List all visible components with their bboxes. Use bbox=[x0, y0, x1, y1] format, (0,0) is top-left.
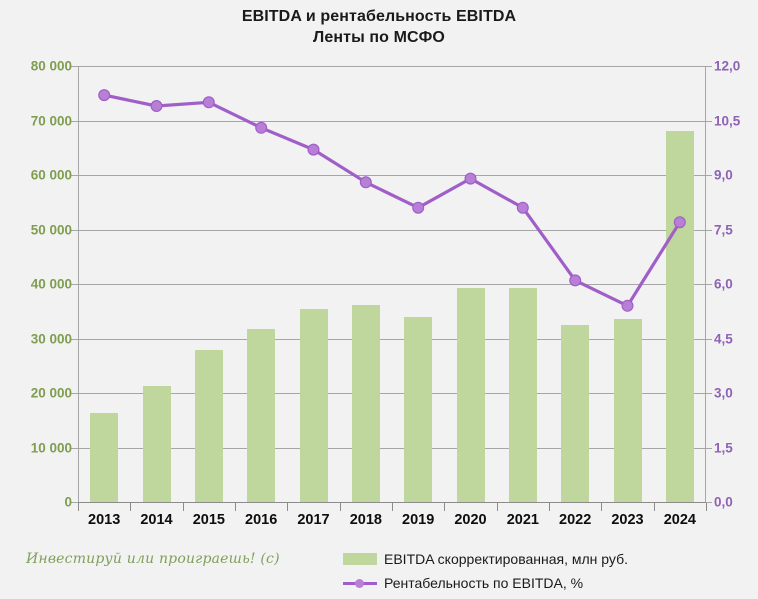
x-axis-line bbox=[78, 502, 706, 503]
bar-2015 bbox=[194, 349, 223, 502]
right-tick-mark bbox=[705, 120, 712, 122]
legend-item-margin[interactable]: Рентабельность по EBITDA, % bbox=[343, 571, 628, 595]
legend-item-label: Рентабельность по EBITDA, % bbox=[384, 575, 584, 591]
x-tick-mark bbox=[130, 503, 132, 511]
right-axis-tick-label: 1,5 bbox=[714, 440, 733, 455]
left-axis-tick-label: 70 000 bbox=[30, 113, 72, 128]
left-tick-mark bbox=[71, 66, 78, 67]
bar-2018 bbox=[351, 305, 380, 502]
right-tick-mark bbox=[705, 66, 712, 67]
x-tick-mark bbox=[339, 503, 341, 511]
left-axis-tick-label: 30 000 bbox=[30, 331, 72, 346]
gridline bbox=[78, 284, 706, 285]
x-tick-mark bbox=[601, 503, 603, 511]
right-axis-tick-label: 10,5 bbox=[714, 113, 741, 128]
left-axis-tick-label: 50 000 bbox=[30, 222, 72, 237]
gridline bbox=[78, 393, 706, 394]
right-axis-tick-label: 4,5 bbox=[714, 331, 733, 346]
left-tick-mark bbox=[71, 447, 78, 449]
right-tick-mark bbox=[705, 229, 712, 231]
bar-2020 bbox=[456, 288, 485, 502]
left-tick-mark bbox=[71, 175, 78, 176]
left-tick-mark bbox=[71, 502, 78, 503]
x-tick-mark bbox=[706, 503, 707, 511]
right-axis-tick-label: 3,0 bbox=[714, 385, 733, 401]
left-tick-mark bbox=[71, 284, 78, 285]
x-axis-tick-label: 2015 bbox=[192, 512, 225, 528]
x-axis-tick-label: 2021 bbox=[506, 512, 539, 528]
bar-2023 bbox=[613, 319, 642, 502]
gridline bbox=[78, 229, 706, 231]
x-axis-tick-label: 2024 bbox=[663, 512, 696, 528]
bar-2019 bbox=[404, 317, 433, 502]
chart-legend: EBITDA скорректированная, млн руб. Рента… bbox=[343, 547, 628, 595]
left-axis-tick-label: 60 000 bbox=[30, 167, 72, 183]
right-tick-mark bbox=[705, 338, 712, 340]
right-tick-mark bbox=[705, 393, 712, 394]
left-axis-tick-label: 0 bbox=[64, 494, 72, 510]
x-axis-tick-label: 2016 bbox=[245, 512, 278, 528]
x-axis-tick-label: 2018 bbox=[349, 512, 382, 528]
x-axis-tick-label: 2014 bbox=[140, 512, 173, 528]
x-tick-mark bbox=[182, 503, 184, 511]
x-tick-mark bbox=[392, 503, 393, 511]
right-axis-tick-label: 6,0 bbox=[714, 276, 733, 292]
right-axis-tick-label: 0,0 bbox=[714, 494, 733, 510]
left-axis-tick-label: 20 000 bbox=[30, 385, 72, 401]
x-tick-mark bbox=[235, 503, 236, 511]
page-title: EBITDA и рентабельность EBITDA Ленты по … bbox=[0, 6, 758, 48]
right-axis-tick-label: 9,0 bbox=[714, 167, 733, 183]
line-marker-icon bbox=[343, 577, 377, 589]
x-tick-mark bbox=[653, 503, 655, 511]
x-tick-mark bbox=[287, 503, 289, 511]
left-tick-mark bbox=[71, 338, 78, 340]
gridline bbox=[78, 66, 706, 67]
x-axis-tick-label: 2017 bbox=[297, 512, 330, 528]
left-tick-mark bbox=[71, 120, 78, 122]
gridline bbox=[78, 447, 706, 449]
gridline bbox=[78, 120, 706, 122]
bar-swatch-icon bbox=[343, 553, 377, 565]
x-axis-tick-label: 2022 bbox=[559, 512, 592, 528]
x-axis-tick-label: 2019 bbox=[402, 512, 435, 528]
bar-2016 bbox=[247, 329, 276, 502]
left-axis-tick-label: 80 000 bbox=[30, 58, 72, 74]
chart-title-line-1: EBITDA и рентабельность EBITDA bbox=[241, 8, 517, 25]
x-axis-tick-label: 2013 bbox=[88, 512, 121, 528]
left-axis-tick-label: 40 000 bbox=[30, 276, 72, 292]
bar-2022 bbox=[561, 324, 590, 502]
bar-2014 bbox=[142, 386, 171, 502]
bar-2017 bbox=[299, 309, 328, 502]
x-axis-tick-label: 2020 bbox=[454, 512, 487, 528]
bar-2013 bbox=[90, 413, 119, 502]
right-tick-mark bbox=[705, 447, 712, 449]
right-axis-line bbox=[705, 66, 706, 502]
right-tick-mark bbox=[705, 284, 712, 285]
right-tick-mark bbox=[705, 175, 712, 176]
chart-plot-area bbox=[71, 66, 712, 503]
left-tick-mark bbox=[71, 229, 78, 231]
right-axis-tick-label: 12,0 bbox=[714, 58, 741, 74]
x-tick-mark bbox=[78, 503, 79, 511]
right-tick-mark bbox=[705, 502, 712, 503]
x-tick-mark bbox=[444, 503, 446, 511]
bar-2024 bbox=[665, 130, 694, 502]
left-axis-tick-label: 10 000 bbox=[30, 440, 72, 455]
bar-2021 bbox=[508, 288, 537, 502]
left-axis-line bbox=[78, 66, 79, 502]
x-axis-tick-label: 2023 bbox=[611, 512, 644, 528]
x-tick-mark bbox=[549, 503, 550, 511]
gridline bbox=[78, 175, 706, 176]
legend-item-label: EBITDA скорректированная, млн руб. bbox=[384, 551, 628, 567]
x-tick-mark bbox=[496, 503, 498, 511]
gridline bbox=[78, 338, 706, 340]
watermark-text: Инвестируй или проиграешь! (с) bbox=[26, 551, 280, 567]
legend-item-ebitda[interactable]: EBITDA скорректированная, млн руб. bbox=[343, 547, 628, 571]
left-tick-mark bbox=[71, 393, 78, 394]
right-axis-tick-label: 7,5 bbox=[714, 222, 733, 237]
chart-title-line-2: Ленты по МСФО bbox=[313, 29, 445, 46]
